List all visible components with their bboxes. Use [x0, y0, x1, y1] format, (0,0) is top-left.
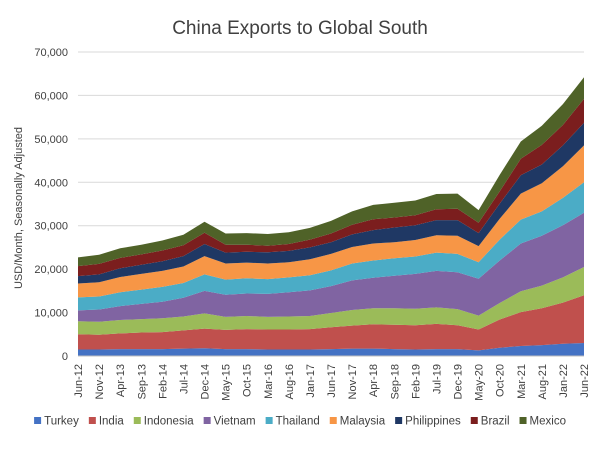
- legend-swatch: [519, 417, 527, 424]
- legend-label: Philippines: [405, 416, 461, 428]
- legend-swatch: [34, 417, 42, 424]
- x-tick-label: Aug-16: [284, 364, 296, 399]
- x-tick-label: Jun-22: [579, 364, 591, 398]
- y-tick-label: 20,000: [34, 264, 68, 276]
- legend-label: Vietnam: [214, 416, 256, 428]
- x-tick-label: May-15: [221, 364, 233, 401]
- legend-item-thailand: Thailand: [265, 416, 320, 428]
- x-tick-label: Nov-12: [94, 364, 106, 399]
- area-philippines: [78, 122, 584, 284]
- area-vietnam: [78, 212, 584, 322]
- x-tick-label: Nov-17: [347, 364, 359, 399]
- x-tick-label: Apr-18: [368, 364, 380, 397]
- area-malaysia: [78, 145, 584, 298]
- x-tick-label: Dec-19: [453, 364, 465, 399]
- y-tick-label: 10,000: [34, 308, 68, 320]
- x-tick-label: May-20: [474, 364, 486, 401]
- y-tick-label: 70,000: [34, 47, 68, 59]
- legend-item-turkey: Turkey: [34, 416, 79, 428]
- legend-item-india: India: [88, 416, 125, 428]
- legend-item-philippines: Philippines: [395, 416, 461, 428]
- legend-item-vietnam: Vietnam: [203, 416, 256, 428]
- y-tick-label: 30,000: [34, 221, 68, 233]
- x-tick-label: Feb-19: [410, 364, 422, 399]
- y-tick-label: 0: [62, 351, 68, 363]
- legend: Turkey India Indonesia Vietnam Thailand Malay…: [34, 416, 566, 428]
- legend-item-mexico: Mexico: [519, 416, 566, 428]
- y-axis-label: USD/Month, Seasonally Adjusted: [13, 127, 25, 289]
- legend-label: Indonesia: [144, 416, 194, 428]
- area-indonesia: [78, 267, 584, 335]
- area-india: [78, 295, 584, 351]
- y-tick-label: 40,000: [34, 177, 68, 189]
- x-tick-label: Jan-22: [558, 364, 570, 398]
- x-tick-label: Mar-21: [516, 364, 528, 399]
- x-tick-label: Apr-13: [115, 364, 127, 397]
- legend-label: Turkey: [44, 416, 79, 428]
- legend-swatch: [470, 417, 478, 424]
- legend-label: Malaysia: [340, 416, 386, 428]
- legend-swatch: [395, 417, 403, 424]
- x-tick-label: Oct-20: [495, 364, 507, 397]
- area-turkey: [78, 343, 584, 356]
- area-brazil: [78, 98, 584, 277]
- x-tick-label: Feb-14: [157, 364, 169, 399]
- legend-item-brazil: Brazil: [470, 416, 510, 428]
- x-axis-ticks: Jun-12 Nov-12 Apr-13 Sep-13 Feb-14 Jul-14 Dec-…: [73, 364, 591, 401]
- y-axis-ticks: 0 10,000 20,000 30,000 40,000 50,000 60,000 70,…: [34, 47, 68, 363]
- legend-swatch: [329, 417, 337, 424]
- x-tick-label: Jun-12: [73, 364, 85, 398]
- x-tick-label: Oct-15: [242, 364, 254, 397]
- legend-label: India: [99, 416, 125, 428]
- area-mexico: [78, 77, 584, 267]
- legend-swatch: [133, 417, 141, 424]
- legend-item-malaysia: Malaysia: [329, 416, 386, 428]
- y-tick-label: 50,000: [34, 134, 68, 146]
- legend-label: Thailand: [276, 416, 320, 428]
- legend-item-indonesia: Indonesia: [133, 416, 194, 428]
- legend-swatch: [203, 417, 211, 424]
- chart-title: China Exports to Global South: [172, 18, 428, 39]
- x-tick-label: Jul-14: [178, 364, 190, 394]
- legend-label: Mexico: [530, 416, 566, 428]
- x-tick-label: Jan-17: [305, 364, 317, 398]
- area-thailand: [78, 182, 584, 311]
- legend-swatch: [88, 417, 96, 424]
- x-tick-label: Aug-21: [537, 364, 549, 399]
- area-series-group: [78, 77, 584, 356]
- x-tick-label: Jun-17: [326, 364, 338, 398]
- legend-label: Brazil: [481, 416, 510, 428]
- legend-swatch: [265, 417, 273, 424]
- x-tick-label: Jul-19: [431, 364, 443, 394]
- x-tick-label: Dec-14: [200, 364, 212, 399]
- x-tick-label: Sep-13: [136, 364, 148, 399]
- y-tick-label: 60,000: [34, 90, 68, 102]
- x-tick-label: Sep-18: [389, 364, 401, 399]
- x-tick-label: Mar-16: [263, 364, 275, 399]
